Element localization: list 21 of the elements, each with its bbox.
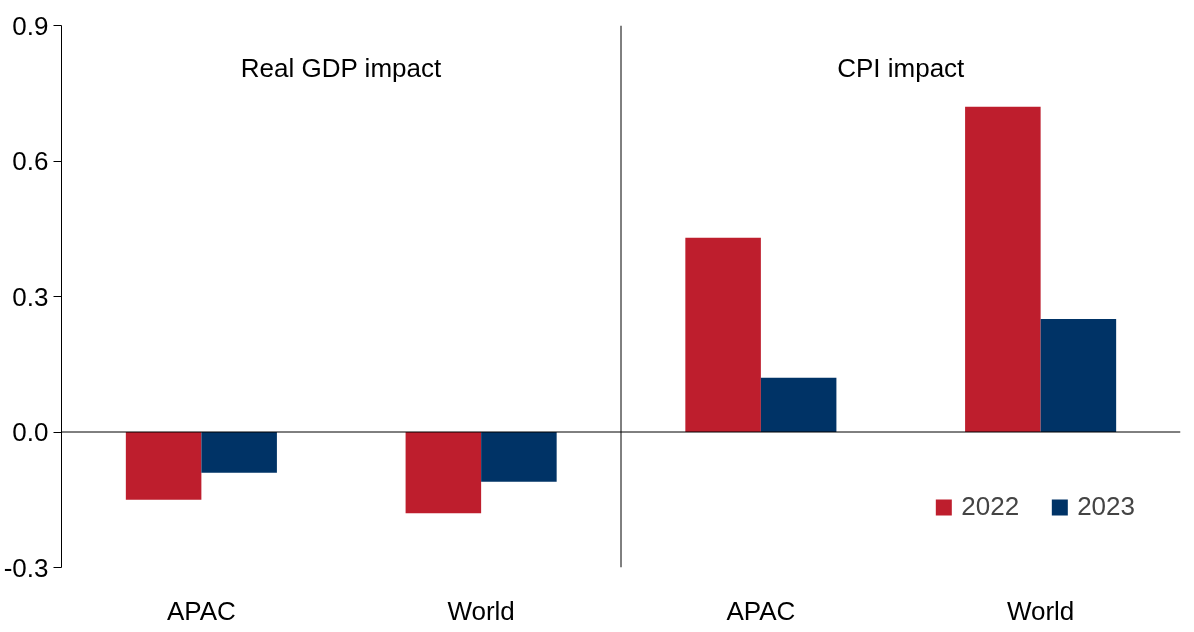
x-tick-label: World bbox=[447, 595, 515, 626]
legend-label: 2023 bbox=[1077, 491, 1135, 522]
annotation: CPI impact bbox=[837, 52, 966, 83]
annotation: Real GDP impact bbox=[240, 52, 442, 83]
y-tick-label: 0.3 bbox=[12, 281, 49, 312]
x-tick-label: APAC bbox=[166, 595, 236, 626]
x-tick-label: World bbox=[1006, 595, 1075, 626]
y-tick-label: 0.9 bbox=[12, 10, 49, 41]
bar bbox=[1040, 319, 1117, 432]
y-tick-label: -0.3 bbox=[3, 552, 49, 583]
bar bbox=[405, 432, 482, 514]
bar bbox=[685, 237, 761, 432]
bar bbox=[201, 432, 277, 473]
bar bbox=[481, 432, 557, 482]
y-tick-label: 0.0 bbox=[12, 417, 49, 447]
x-tick-label: APAC bbox=[726, 595, 796, 626]
bar bbox=[125, 432, 202, 500]
bar bbox=[965, 106, 1041, 432]
bar bbox=[760, 377, 837, 432]
y-tick-label: 0.6 bbox=[12, 146, 49, 176]
legend-label: 2022 bbox=[961, 491, 1020, 522]
